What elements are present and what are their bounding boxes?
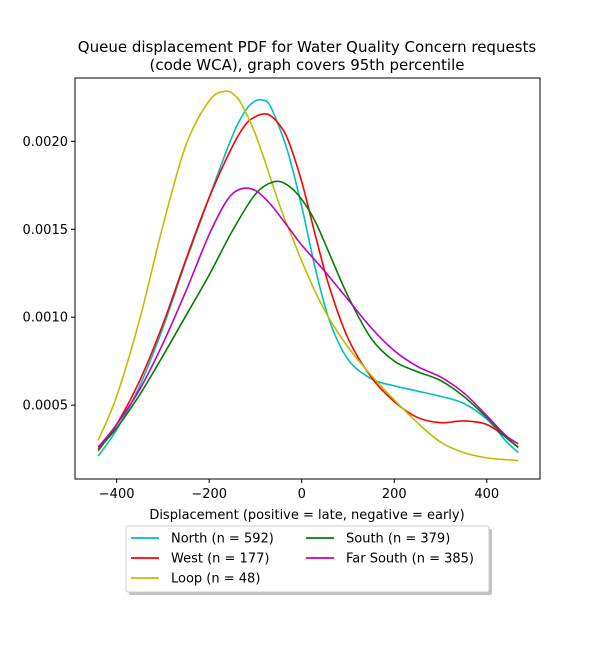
legend-label: Loop (n = 48): [171, 572, 260, 587]
legend-label: North (n = 592): [171, 532, 274, 547]
legend-items: North (n = 592) West (n = 177) Loop (n = 4…: [131, 532, 474, 587]
legend-label: West (n = 177): [171, 552, 269, 567]
legend-box: [125, 525, 490, 593]
legend: North (n = 592) West (n = 177) Loop (n = 4…: [125, 525, 492, 595]
series-line-3: [97, 180, 519, 450]
x-tick-label: −400: [99, 487, 135, 502]
x-axis: −400 −200 0 200 400: [99, 479, 499, 502]
legend-label: Far South (n = 385): [346, 552, 474, 567]
plot-frame: [74, 77, 541, 480]
x-tick-label: 0: [298, 487, 306, 502]
x-axis-label: Displacement (positive = late, negative …: [149, 508, 464, 523]
legend-label: South (n = 379): [346, 532, 450, 547]
series-layer: [97, 90, 519, 462]
series-line-4: [97, 187, 519, 448]
y-tick-label: 0.0010: [23, 311, 69, 326]
y-tick-label: 0.0015: [23, 223, 69, 238]
y-axis: 0.0005 0.0010 0.0015 0.0020: [23, 135, 75, 414]
chart-title-line-2: (code WCA), graph covers 95th percentile: [150, 56, 465, 74]
series-line-2: [97, 90, 519, 462]
x-tick-label: 400: [474, 487, 499, 502]
series-line-1: [97, 112, 519, 452]
x-tick-label: −200: [191, 487, 227, 502]
chart-title-line-1: Queue displacement PDF for Water Quality…: [78, 38, 537, 56]
y-tick-label: 0.0005: [23, 399, 69, 414]
y-tick-label: 0.0020: [23, 135, 69, 150]
x-tick-label: 200: [382, 487, 407, 502]
